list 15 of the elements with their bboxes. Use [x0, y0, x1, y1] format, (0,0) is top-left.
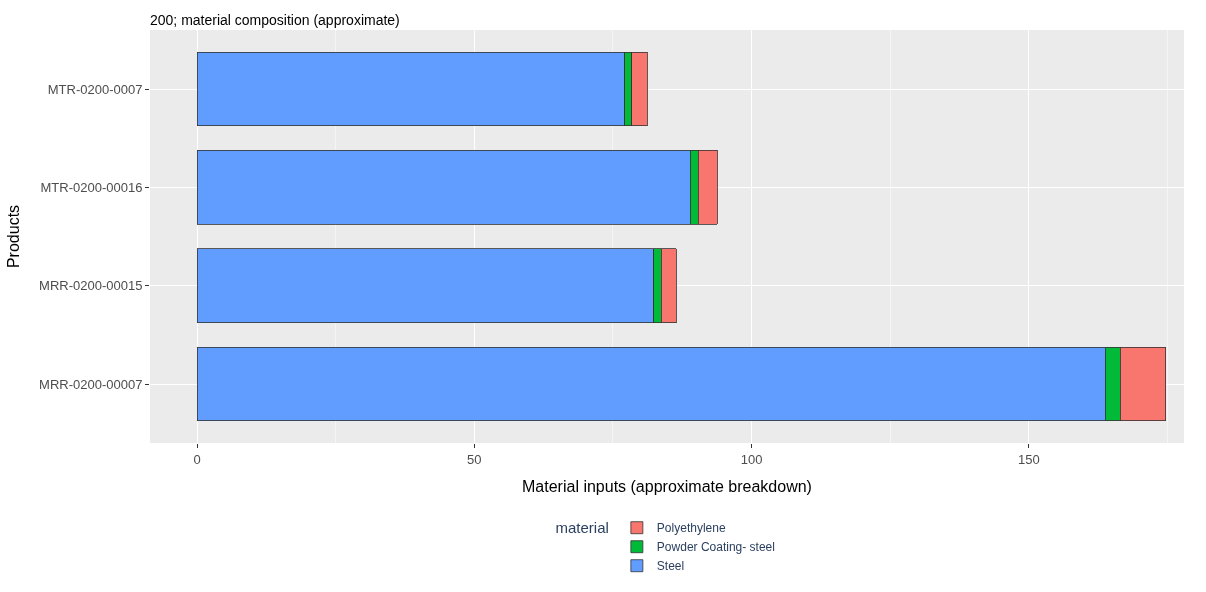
- y-tick-label: MRR-0200-00007: [39, 376, 143, 392]
- x-tick-label: 0: [193, 451, 201, 467]
- x-tick-label: 150: [1017, 451, 1040, 467]
- legend-label: Powder Coating- steel: [656, 540, 775, 555]
- legend-label: Polyethylene: [656, 521, 726, 536]
- y-axis-title: Products: [4, 204, 22, 269]
- y-tick-label: MRR-0200-00015: [39, 278, 143, 294]
- x-tick-label: 100: [740, 451, 763, 467]
- legend-title: material: [555, 518, 609, 536]
- legend-label: Steel: [656, 559, 685, 574]
- y-tick-label: MTR-0200-00016: [40, 179, 143, 195]
- y-tick-label: MTR-0200-0007: [47, 81, 143, 97]
- x-axis-title: Material inputs (approximate breakdown): [522, 478, 812, 496]
- x-tick-label: 50: [467, 451, 482, 467]
- chart-title: 200; material composition (approximate): [150, 11, 400, 28]
